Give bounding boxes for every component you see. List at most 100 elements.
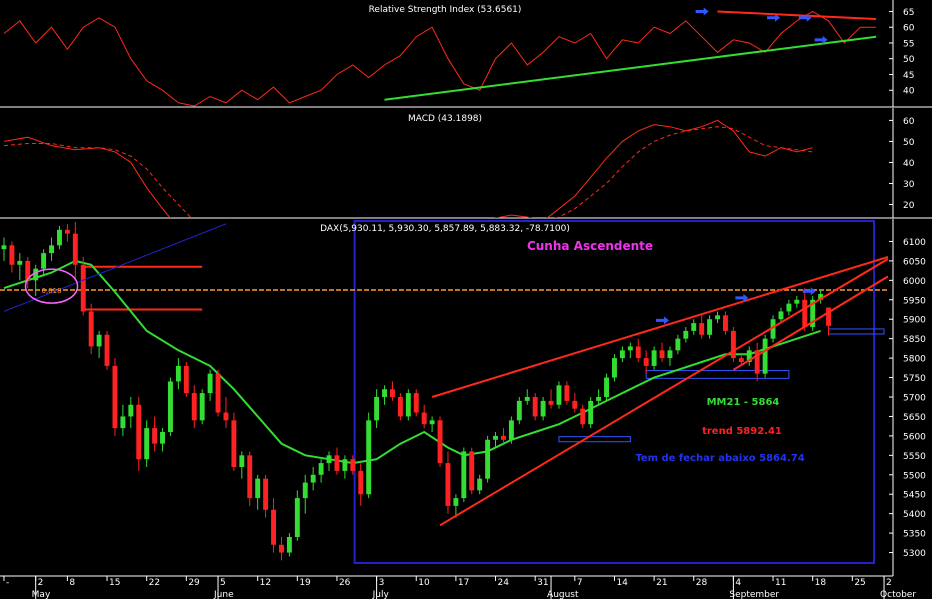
price-tick-label: 6000 xyxy=(903,277,926,287)
price-tick-label: 5450 xyxy=(903,491,926,501)
price-tick-label: 5500 xyxy=(903,471,926,481)
ma21-label: MM21 - 5864 xyxy=(707,397,780,408)
candle-down xyxy=(64,229,70,234)
candle-down xyxy=(136,404,142,460)
candle-down xyxy=(699,323,705,335)
candle-up xyxy=(96,334,102,347)
candle-down xyxy=(279,544,284,553)
candle-up xyxy=(160,432,165,444)
macd-tick-label: 20 xyxy=(903,201,915,211)
candle-up xyxy=(675,338,681,351)
candle-up xyxy=(120,416,126,429)
candle-down xyxy=(263,478,269,510)
price-tick-label: 5650 xyxy=(903,413,926,423)
price-trendline xyxy=(439,258,888,527)
candle-up xyxy=(255,478,261,499)
macd-panel: 20 30 40 50 60 MACD (43.1898) xyxy=(0,108,932,219)
candle-up xyxy=(294,498,300,537)
candle-up xyxy=(199,393,205,421)
rsi-plot-area xyxy=(3,10,877,107)
rsi-line xyxy=(3,10,877,107)
candle-up xyxy=(715,315,720,320)
price-tick-label: 6100 xyxy=(903,238,926,248)
x-tick-label: 8 xyxy=(69,578,75,588)
price-tick-label: 5950 xyxy=(903,296,926,306)
price-arrow-marker xyxy=(656,316,670,325)
candle-down xyxy=(271,509,276,545)
candle-down xyxy=(826,307,831,326)
month-label: May xyxy=(32,590,51,599)
candle-up xyxy=(596,397,602,401)
candle-down xyxy=(643,358,649,366)
candle-down xyxy=(9,245,15,265)
rsi-tick-label: 55 xyxy=(903,39,914,49)
price-tick-label: 5750 xyxy=(903,374,926,384)
macd-plot-area xyxy=(3,119,813,218)
candle-up xyxy=(342,459,348,471)
candle-up xyxy=(627,346,633,351)
price-trendline xyxy=(732,275,888,371)
candle-up xyxy=(175,365,181,382)
candle-up xyxy=(794,299,800,304)
price-trendline xyxy=(3,223,227,312)
candle-up xyxy=(366,420,372,495)
x-tick-label: 26 xyxy=(339,578,351,588)
x-tick-label: - xyxy=(6,578,9,588)
candle-down xyxy=(564,385,570,401)
support-box xyxy=(828,328,885,335)
macd-signal-line xyxy=(3,126,813,218)
candle-up xyxy=(310,474,316,483)
candle-up xyxy=(17,260,23,265)
macd-line xyxy=(3,119,813,218)
candle-up xyxy=(651,350,657,366)
x-tick-label: 25 xyxy=(854,578,865,588)
candle-up xyxy=(707,319,713,335)
rsi-tick-label: 60 xyxy=(903,24,915,34)
candle-down xyxy=(580,408,586,425)
candle-down xyxy=(72,233,78,265)
candle-up xyxy=(667,350,673,359)
close-below-label: Tem de fechar abaixo 5864.74 xyxy=(635,453,804,464)
candle-down xyxy=(802,299,808,327)
candle-up xyxy=(429,420,435,425)
price-tick-label: 5700 xyxy=(903,394,926,404)
price-arrow-marker xyxy=(802,287,816,296)
wedge-label: Cunha Ascendente xyxy=(527,239,653,253)
candle-up xyxy=(524,397,530,401)
rsi-tick-label: 65 xyxy=(903,8,914,18)
x-tick-label: 12 xyxy=(260,578,271,588)
highlight-ellipse xyxy=(24,268,79,304)
candle-up xyxy=(588,400,594,425)
date-axis: -2 8 15 22 29 5 12 19 26 3 10 17 24 31 7 14 21 28 4 11 18 25 2… xyxy=(0,575,916,599)
candle-down xyxy=(501,435,506,440)
x-tick-label: 31 xyxy=(537,578,548,588)
rsi-trendline xyxy=(384,35,877,101)
candle-up xyxy=(810,299,816,327)
price-trendline xyxy=(431,256,888,398)
x-tick-label: 15 xyxy=(109,578,120,588)
month-label: October xyxy=(880,590,916,599)
candle-up xyxy=(1,245,7,250)
rsi-tick-label: 45 xyxy=(903,71,914,81)
macd-tick-label: 40 xyxy=(903,159,915,169)
candle-down xyxy=(421,412,427,425)
candle-down xyxy=(659,350,665,359)
candle-down xyxy=(223,412,229,421)
candle-down xyxy=(191,393,197,421)
rsi-arrow-marker xyxy=(798,13,812,22)
candle-up xyxy=(516,400,522,421)
candle-up xyxy=(683,330,689,339)
candle-down xyxy=(572,400,578,409)
rsi-panel: 40 45 50 55 60 65 Relative Strength Index (53.… xyxy=(0,0,932,108)
x-tick-label: 24 xyxy=(498,578,510,588)
month-label: June xyxy=(213,590,234,599)
candle-down xyxy=(358,470,364,495)
candle-up xyxy=(691,323,697,331)
candle-up xyxy=(612,358,617,378)
candle-down xyxy=(754,350,760,374)
candle-down xyxy=(25,260,31,281)
price-tick-label: 5900 xyxy=(903,316,926,326)
candle-down xyxy=(88,311,94,347)
x-tick-label: 3 xyxy=(379,578,385,588)
price-tick-label: 5600 xyxy=(903,432,926,442)
